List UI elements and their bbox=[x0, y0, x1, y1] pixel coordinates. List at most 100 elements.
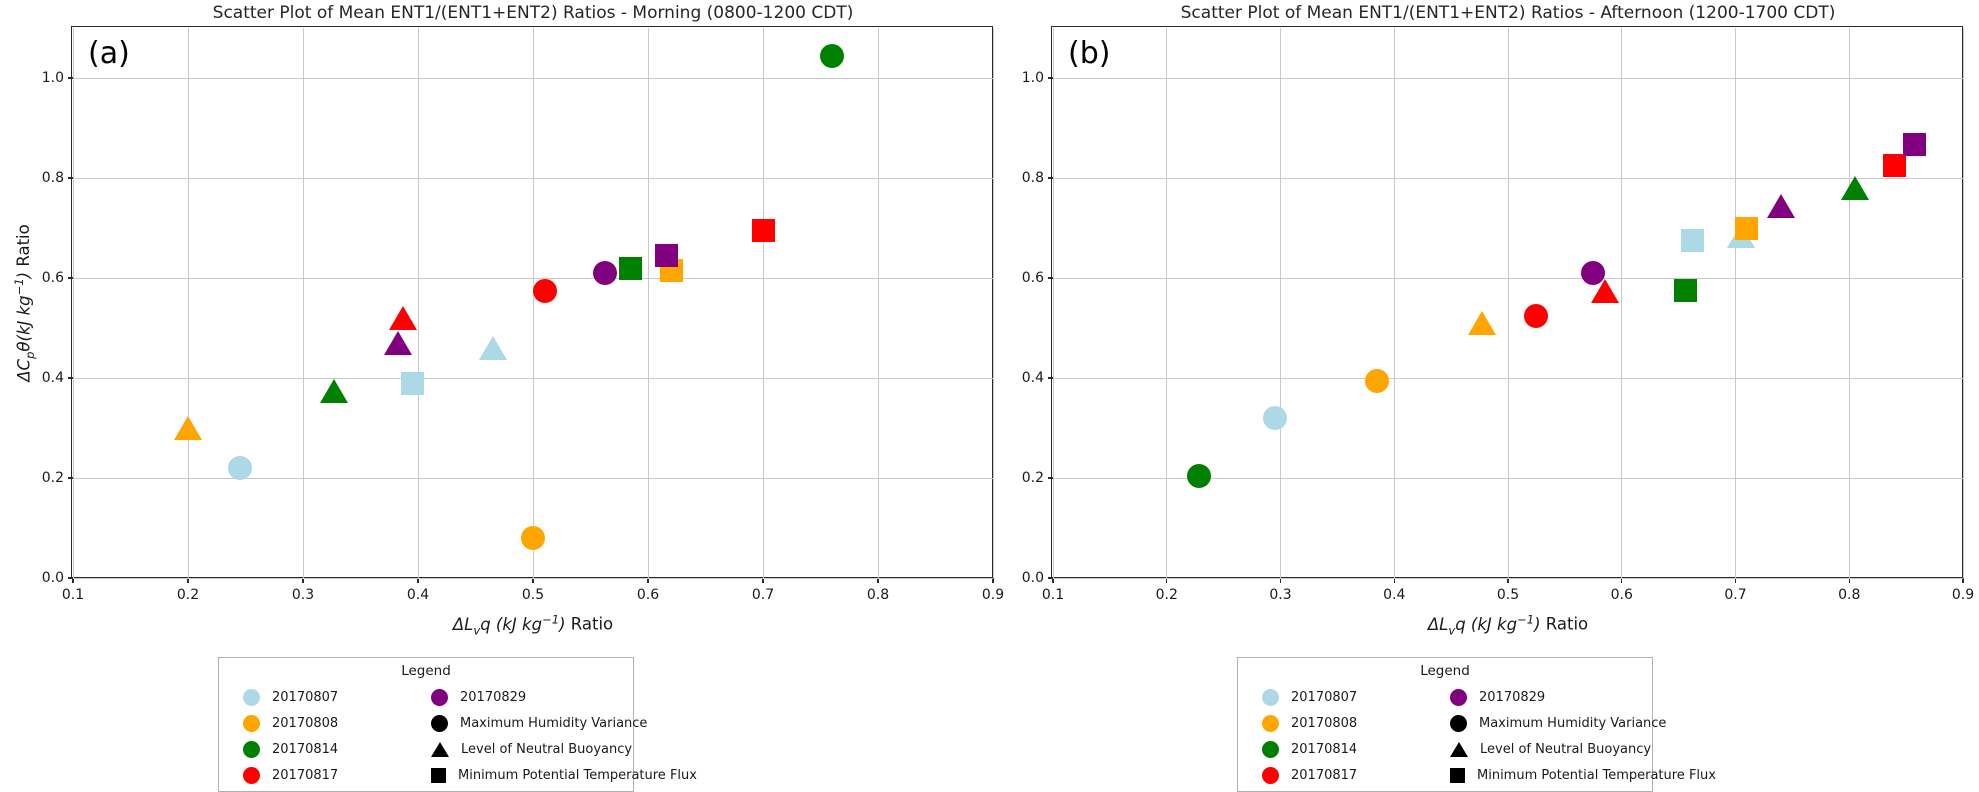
y-gridline bbox=[73, 177, 993, 179]
y-tick-label: 0.6 bbox=[41, 270, 64, 286]
x-gridline bbox=[1166, 28, 1168, 578]
x-tickmark bbox=[647, 578, 649, 583]
y-tick-label: 0.2 bbox=[1021, 470, 1044, 486]
y-tickmark bbox=[68, 177, 73, 179]
x-tick-label: 0.2 bbox=[1155, 587, 1178, 603]
y-tick-label: 0.4 bbox=[41, 370, 64, 386]
ylabel-end: ) bbox=[14, 271, 34, 279]
ylabel-pre: ΔC bbox=[14, 358, 34, 382]
x-gridline bbox=[762, 28, 764, 578]
y-tickmark bbox=[68, 377, 73, 379]
y-gridline bbox=[73, 377, 993, 379]
legend-entry-label: 20170807 bbox=[1291, 689, 1358, 705]
point-20170829-square bbox=[654, 244, 678, 267]
point-20170829-triangle bbox=[384, 331, 413, 355]
x-tickmark bbox=[72, 578, 74, 583]
panel-b-legend: Legend 20170807 20170808 20170814 20170817 2… bbox=[1237, 657, 1716, 792]
point-20170817-triangle bbox=[389, 306, 418, 330]
x-tickmark bbox=[992, 578, 994, 583]
y-tickmark bbox=[1048, 577, 1053, 579]
point-20170817-square bbox=[1883, 154, 1907, 177]
x-tickmark bbox=[1734, 578, 1737, 583]
x-tick-label: 0.4 bbox=[1383, 587, 1406, 603]
legend-title: Legend bbox=[401, 663, 451, 679]
legend-entry-label: 20170814 bbox=[1291, 741, 1358, 757]
xlabel-b-end: ) bbox=[1534, 614, 1541, 634]
x-gridline bbox=[1962, 28, 1964, 578]
panel-a-legend: Legend 20170807 20170808 20170814 20170817 2… bbox=[218, 657, 697, 792]
y-tickmark bbox=[68, 477, 73, 479]
point-20170808-circle bbox=[521, 526, 545, 550]
legend-entry-label: 20170829 bbox=[460, 689, 527, 705]
circle-swatch-icon bbox=[243, 714, 260, 732]
y-tick-label: 0.0 bbox=[1021, 570, 1044, 586]
x-gridline bbox=[302, 28, 304, 578]
xlabel-a-sub: v bbox=[473, 622, 481, 637]
point-20170807-circle bbox=[1262, 406, 1287, 430]
panel-b-title: Scatter Plot of Mean ENT1/(ENT1+ENT2) Ra… bbox=[1180, 3, 1836, 23]
y-gridline bbox=[1053, 277, 1963, 279]
y-tickmark bbox=[1048, 77, 1053, 79]
x-tick-label: 0.7 bbox=[751, 587, 775, 603]
legend-entry-label: 20170807 bbox=[272, 689, 339, 705]
x-tickmark bbox=[1279, 578, 1282, 583]
point-20170817-circle bbox=[532, 278, 557, 303]
y-gridline bbox=[1053, 377, 1963, 379]
y-tick-label: 0.4 bbox=[1021, 370, 1044, 386]
circle-swatch-icon bbox=[1262, 766, 1279, 784]
x-gridline bbox=[1507, 28, 1509, 578]
y-gridline bbox=[1053, 577, 1963, 579]
legend-entry-20170808: 20170808 bbox=[1262, 710, 1357, 736]
circle-swatch-icon bbox=[1262, 740, 1279, 758]
x-tickmark bbox=[1621, 578, 1623, 583]
point-20170814-triangle bbox=[1840, 176, 1869, 200]
point-20170808-triangle bbox=[174, 416, 202, 440]
triangle-swatch-icon bbox=[431, 741, 449, 757]
circle-swatch-icon bbox=[1262, 688, 1279, 706]
x-tickmark bbox=[1166, 578, 1168, 583]
point-20170808-circle bbox=[1365, 368, 1390, 393]
square-swatch-icon bbox=[431, 767, 446, 783]
legend-entry-label: Level of Neutral Buoyancy bbox=[461, 741, 633, 757]
x-gridline bbox=[532, 28, 534, 578]
x-gridline bbox=[877, 28, 879, 578]
x-tick-label: 0.4 bbox=[406, 587, 430, 603]
legend-entry-maximum-humidity-variance: Maximum Humidity Variance bbox=[1450, 710, 1666, 736]
point-20170814-square bbox=[1673, 279, 1697, 302]
x-tickmark bbox=[1962, 578, 1964, 583]
legend-entry-label: Minimum Potential Temperature Flux bbox=[458, 767, 697, 783]
xlabel-a-suffix: Ratio bbox=[565, 614, 614, 634]
y-tickmark bbox=[1048, 277, 1053, 279]
y-gridline bbox=[1053, 77, 1963, 79]
legend-entry-20170807: 20170807 bbox=[243, 684, 338, 710]
y-tickmark bbox=[68, 577, 73, 579]
legend-entry-minimum-potential-temperature-flux: Minimum Potential Temperature Flux bbox=[1450, 762, 1716, 788]
point-20170808-square bbox=[1735, 216, 1759, 240]
x-tick-label: 0.8 bbox=[1838, 587, 1861, 603]
legend-entry-20170817: 20170817 bbox=[243, 762, 338, 788]
x-tickmark bbox=[877, 578, 879, 583]
y-tickmark bbox=[1048, 377, 1053, 379]
legend-entry-level-of-neutral-buoyancy: Level of Neutral Buoyancy bbox=[1450, 736, 1651, 762]
circle-swatch-icon bbox=[1262, 714, 1279, 732]
y-tickmark bbox=[68, 277, 73, 279]
y-tick-label: 0.2 bbox=[41, 470, 64, 486]
point-20170807-square bbox=[400, 371, 424, 395]
x-tick-label: 0.2 bbox=[176, 587, 200, 603]
y-tick-label: 0.0 bbox=[41, 570, 64, 586]
x-tickmark bbox=[1507, 578, 1509, 583]
y-gridline bbox=[73, 477, 993, 479]
legend-entry-label: Minimum Potential Temperature Flux bbox=[1477, 767, 1716, 783]
x-gridline bbox=[417, 28, 419, 578]
x-tick-label: 0.3 bbox=[291, 587, 315, 603]
point-20170807-circle bbox=[227, 456, 252, 480]
y-gridline bbox=[73, 77, 993, 79]
xlabel-b-sup: −1 bbox=[1517, 612, 1535, 626]
circle-swatch-icon bbox=[431, 714, 448, 732]
x-tickmark bbox=[1393, 578, 1395, 583]
legend-entry-label: Maximum Humidity Variance bbox=[1479, 715, 1667, 731]
x-tickmark bbox=[762, 578, 764, 583]
panel-a-x-axis-label: ΔLvq (kJ kg−1) Ratio bbox=[453, 612, 613, 637]
x-tick-label: 0.1 bbox=[61, 587, 85, 603]
circle-swatch-icon bbox=[243, 766, 260, 784]
